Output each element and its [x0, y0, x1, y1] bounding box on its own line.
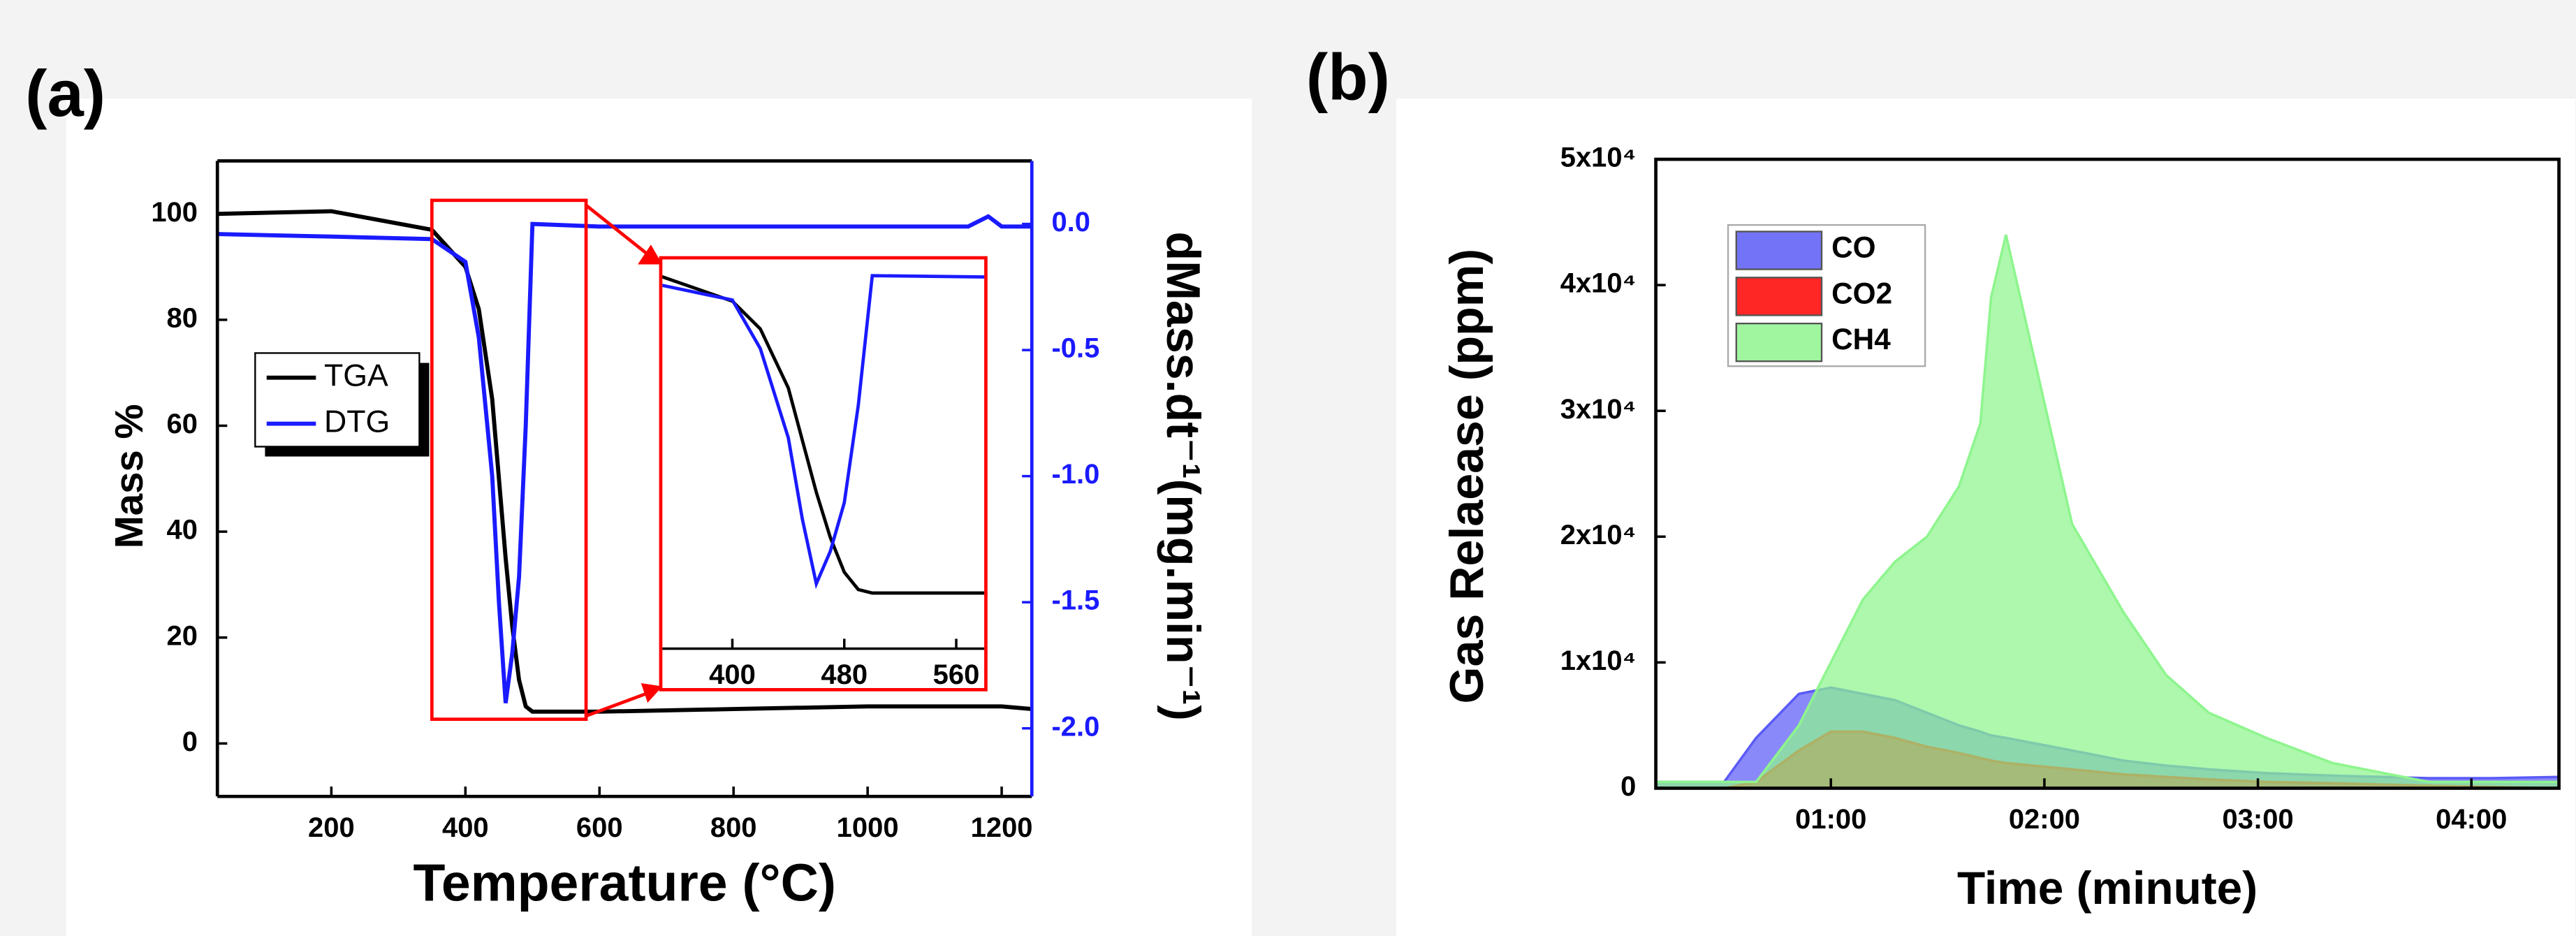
line: [662, 274, 985, 590]
panel-label: (a): [25, 57, 105, 130]
y-tick-label: 1x10⁴: [1560, 645, 1637, 676]
x-tick-label: 400: [442, 812, 489, 843]
legend: [254, 352, 420, 448]
panel-label: (b): [1306, 40, 1390, 113]
legend-label: CH4: [1831, 323, 1891, 356]
x-tick-label: 04:00: [2436, 804, 2507, 835]
legend-swatch: [1735, 322, 1823, 363]
y-tick-label: 60: [167, 409, 198, 439]
x-tick-label: 01:00: [1795, 804, 1866, 835]
y-tick-label: 100: [151, 197, 198, 228]
y-tick-label: 4x10⁴: [1560, 268, 1637, 299]
y-tick-label: 80: [167, 302, 198, 333]
y-tick-label: -2.0: [1051, 711, 1099, 742]
y2-axis-label: dMass.dt⁻¹(mg.min⁻¹): [1157, 232, 1210, 721]
plot-frame: [1654, 157, 2561, 790]
x-tick-label: 200: [308, 812, 355, 843]
x-tick-label: 03:00: [2222, 804, 2293, 835]
y-tick-label: 5x10⁴: [1560, 142, 1637, 173]
x-tick-label: 1000: [837, 812, 899, 843]
legend-label: TGA: [324, 358, 388, 393]
x-tick-label: 480: [821, 659, 868, 690]
legend-swatch: [1735, 277, 1823, 316]
x-axis-label: Temperature (°C): [414, 853, 836, 912]
y-tick-label: -1.5: [1051, 585, 1099, 616]
inset-lines: [662, 274, 985, 595]
x-tick-label: 400: [709, 659, 756, 690]
y-tick-label: 20: [167, 620, 198, 651]
x-tick-label: 800: [710, 812, 757, 843]
legend-label: DTG: [324, 404, 390, 439]
legend-label: CO2: [1831, 277, 1892, 309]
arrow-head: [641, 682, 663, 703]
y-tick-label: 0: [1620, 771, 1636, 802]
plot-lines: [217, 209, 1032, 714]
areas: [1655, 234, 2559, 789]
y-tick-label: -0.5: [1051, 333, 1099, 364]
y-tick-label: 0.0: [1051, 207, 1090, 237]
y-tick-label: -1.0: [1051, 459, 1099, 490]
legend-swatch: [1735, 231, 1823, 270]
x-tick-label: 600: [576, 812, 623, 843]
y-tick-label: 2x10⁴: [1560, 520, 1637, 550]
x-axis-label: Time (minute): [1957, 862, 2257, 914]
arrow-head: [638, 244, 663, 265]
y-axis-label: Mass %: [107, 404, 151, 548]
zoom-box: [430, 198, 588, 722]
legend-label: CO: [1831, 231, 1875, 264]
inset-bg: [659, 256, 988, 692]
y-axis-label: Gas Relaease (ppm): [1440, 249, 1493, 704]
area: [1655, 234, 2559, 789]
y-tick-label: 3x10⁴: [1560, 394, 1637, 425]
x-tick-label: 02:00: [2009, 804, 2080, 835]
x-tick-label: 1200: [971, 812, 1033, 843]
x-tick-label: 560: [933, 659, 980, 690]
y-tick-label: 40: [167, 515, 198, 546]
line: [217, 214, 1032, 703]
zoom-arrow: [585, 204, 656, 261]
y-tick-label: 0: [182, 726, 198, 757]
zoom-arrow: [585, 689, 654, 718]
